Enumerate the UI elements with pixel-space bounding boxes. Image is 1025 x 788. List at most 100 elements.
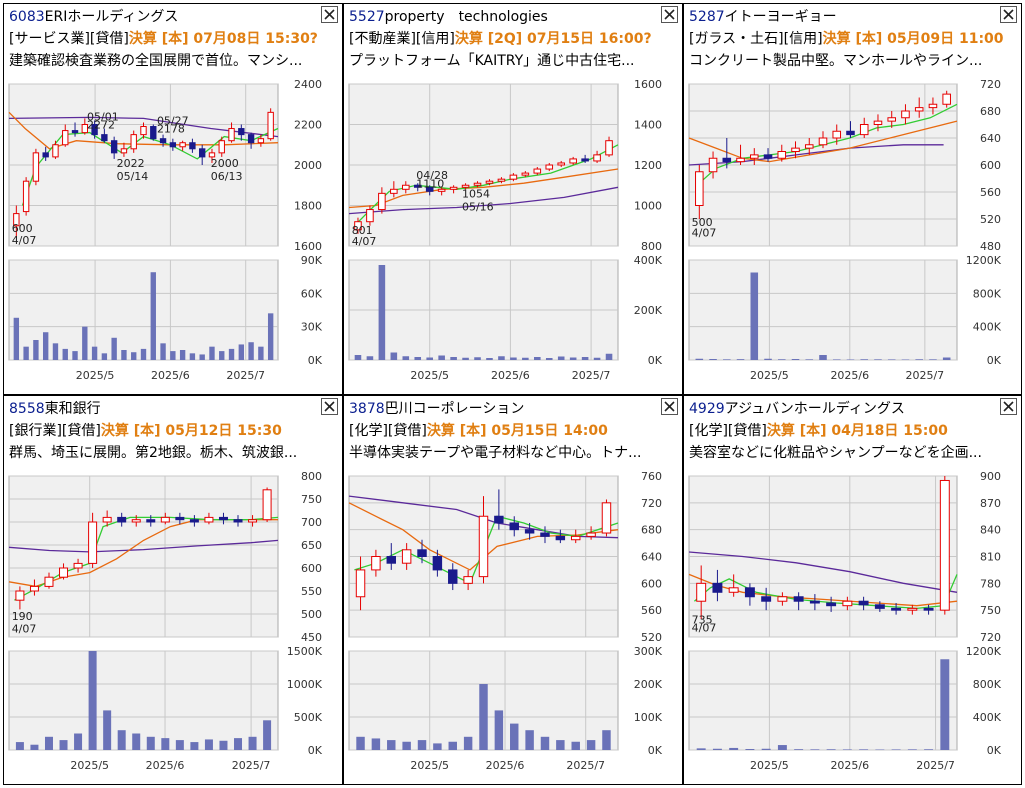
volume-bar <box>777 745 787 750</box>
close-button[interactable] <box>661 398 678 415</box>
close-icon <box>664 9 675 20</box>
volume-tick-label: 0K <box>648 744 663 757</box>
volume-bar <box>695 358 704 360</box>
volume-bar <box>371 738 381 750</box>
close-button[interactable] <box>1000 398 1017 415</box>
volume-bar <box>170 351 176 360</box>
volume-bar <box>15 742 24 750</box>
price-tick-label: 600 <box>301 562 322 575</box>
candle-body <box>891 607 902 611</box>
price-tick-label: 870 <box>980 497 1001 510</box>
candle-body <box>432 556 443 571</box>
volume-bar <box>805 359 814 360</box>
panel-header: 5287イトーヨーギョー [ガラス・土石][信用]決算 [本] 05月09日 1… <box>684 4 1021 70</box>
candle-body <box>59 567 69 578</box>
volume-bar <box>819 355 827 360</box>
candle-body <box>708 157 718 173</box>
price-tick-label: 800 <box>301 470 322 483</box>
stock-code[interactable]: 8558 <box>9 401 45 417</box>
price-annotation: 05/01 <box>87 110 119 123</box>
x-tick-label: 2025/6 <box>830 759 869 772</box>
close-icon <box>324 9 335 20</box>
close-button[interactable] <box>321 6 338 23</box>
x-tick-label: 2025/5 <box>410 369 449 382</box>
close-button[interactable] <box>1000 6 1017 23</box>
candle-body <box>473 182 482 186</box>
volume-bar <box>402 741 411 750</box>
price-tick-label: 650 <box>301 539 322 552</box>
candle-body <box>818 137 828 146</box>
volume-bar <box>204 739 213 750</box>
stock-name[interactable]: 巴川コーポレーション <box>384 401 525 417</box>
price-tick-label: 700 <box>301 516 322 529</box>
price-annotation: 801 <box>352 224 373 237</box>
price-tick-label: 560 <box>980 186 1001 199</box>
candle-body <box>257 138 265 144</box>
stock-name[interactable]: アジュバンホールディングス <box>724 401 905 417</box>
stock-name[interactable]: ERIホールディングス <box>44 9 179 25</box>
candle-body <box>354 221 362 231</box>
earnings-date: 決算 [本] 05月09日 11:00 <box>822 31 1004 47</box>
volume-tick-label: 0K <box>648 354 663 367</box>
candle-body <box>736 157 745 163</box>
volume-bar <box>593 357 601 360</box>
stock-code[interactable]: 4929 <box>689 401 725 417</box>
stock-title: 5287イトーヨーギョー <box>689 6 837 26</box>
company-description: 建築確認検査業務の全国展開で首位。マンシ... <box>9 53 303 69</box>
volume-bar <box>859 749 869 750</box>
price-tick-label: 720 <box>980 631 1001 644</box>
stock-code[interactable]: 6083 <box>9 9 45 25</box>
volume-bar <box>750 272 759 360</box>
candle-body <box>842 600 853 607</box>
volume-bar <box>874 359 882 360</box>
stock-name[interactable]: property technologies <box>384 9 548 25</box>
volume-bar <box>736 359 745 360</box>
volume-tick-label: 0K <box>987 744 1002 757</box>
candle-body <box>728 587 739 593</box>
volume-bar <box>161 738 170 750</box>
candle-body <box>62 130 69 146</box>
volume-bar <box>510 357 517 360</box>
price-annotation: 4/07 <box>12 622 37 635</box>
price-tick-label: 1800 <box>294 200 322 213</box>
candle-body <box>744 587 755 598</box>
x-tick-label: 2025/6 <box>486 759 525 772</box>
price-tick-label: 560 <box>641 604 662 617</box>
candle-body <box>88 521 98 564</box>
stock-name[interactable]: イトーヨーギョー <box>724 9 837 25</box>
stock-code[interactable]: 5287 <box>689 9 725 25</box>
stock-meta: [サービス業][貸借]決算 [本] 07月08日 15:30? <box>9 28 318 48</box>
volume-bar <box>72 351 78 360</box>
volume-bar <box>131 352 137 360</box>
volume-tick-label: 30K <box>301 321 323 334</box>
x-tick-label: 2025/5 <box>750 369 789 382</box>
volume-bar <box>354 355 362 360</box>
candle-body <box>160 516 170 523</box>
candle-body <box>218 516 228 521</box>
stock-name[interactable]: 東和銀行 <box>44 401 101 417</box>
volume-bar <box>199 354 205 360</box>
candle-body <box>189 142 196 150</box>
volume-bar <box>479 684 488 750</box>
candle-body <box>386 556 396 564</box>
x-tick-label: 2025/7 <box>232 759 271 772</box>
volume-bar <box>132 733 141 750</box>
candle-body <box>545 164 554 170</box>
volume-bar <box>540 736 550 750</box>
candle-body <box>942 93 951 105</box>
volume-bar <box>510 723 519 750</box>
candle-body <box>448 569 458 584</box>
volume-bar <box>929 359 937 360</box>
close-button[interactable] <box>321 398 338 415</box>
stock-code[interactable]: 3878 <box>349 401 385 417</box>
stock-code[interactable]: 5527 <box>349 9 385 25</box>
close-button[interactable] <box>661 6 678 23</box>
candle-body <box>29 585 39 592</box>
